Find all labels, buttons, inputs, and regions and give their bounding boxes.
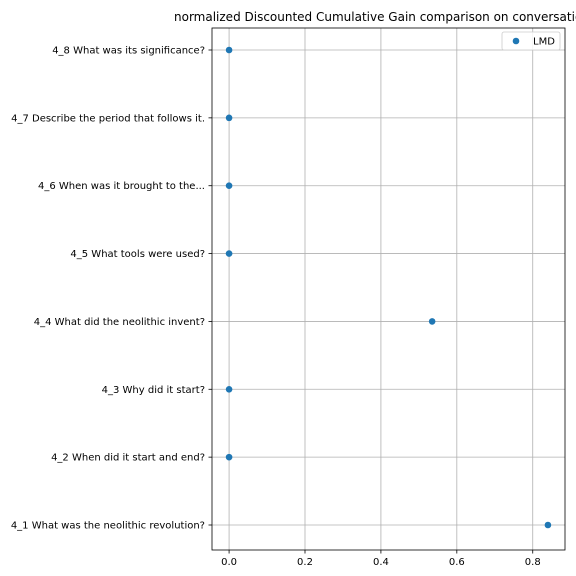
y-tick-label: 4_7 Describe the period that follows it. [11, 113, 205, 124]
x-tick-label: 0.4 [373, 557, 389, 568]
data-point [225, 114, 233, 122]
x-tick-label: 0.8 [525, 557, 541, 568]
legend: LMD [501, 31, 561, 51]
y-tick-label: 4_6 When was it brought to the... [38, 181, 205, 192]
legend-marker [512, 37, 520, 45]
data-points [225, 46, 552, 529]
axes: 0.0 0.2 0.4 0.6 0.8 4_1 What was the neolithi… [11, 27, 566, 568]
data-point [544, 521, 552, 529]
y-tick-label: 4_5 What tools were used? [70, 249, 205, 260]
data-point [225, 46, 233, 54]
x-tick-label: 0.2 [297, 557, 313, 568]
data-point [225, 453, 233, 461]
x-tick-label: 0.0 [221, 557, 237, 568]
chart-title: normalized Discounted Cumulative Gain co… [174, 10, 576, 24]
legend-label: LMD [533, 37, 555, 48]
x-tick-label: 0.6 [449, 557, 465, 568]
y-tick-label: 4_4 What did the neolithic invent? [34, 317, 205, 328]
data-point [225, 182, 233, 190]
legend-box [501, 31, 561, 51]
y-tick-label: 4_3 Why did it start? [102, 385, 205, 396]
data-point [225, 385, 233, 393]
plot-frame [211, 27, 566, 551]
y-tick-label: 4_2 When did it start and end? [51, 453, 205, 464]
data-point [225, 250, 233, 257]
y-tick-label: 4_1 What was the neolithic revolution? [11, 521, 205, 532]
y-tick-label: 4_8 What was its significance? [52, 46, 205, 57]
data-point [428, 318, 436, 325]
